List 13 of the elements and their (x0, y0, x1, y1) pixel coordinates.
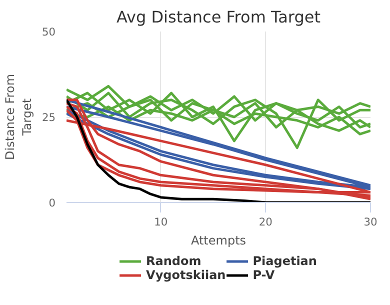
legend-label: Random (146, 254, 202, 268)
chart-title: Avg Distance From Target (116, 8, 321, 26)
y-tick-label: 50 (42, 26, 56, 38)
legend-label: Piagetian (252, 254, 317, 268)
legend-label: P-V (252, 268, 275, 282)
y-axis-title: Distance From Target (3, 74, 34, 160)
x-axis-title: Attempts (190, 234, 246, 248)
y-tick-label: 25 (42, 111, 56, 124)
legend-label: Vygotskiian (146, 268, 226, 282)
y-tick-label: 0 (48, 196, 56, 210)
x-tick-label: 30 (364, 216, 378, 228)
x-tick-label: 20 (258, 216, 273, 228)
x-tick-label: 10 (154, 216, 168, 228)
